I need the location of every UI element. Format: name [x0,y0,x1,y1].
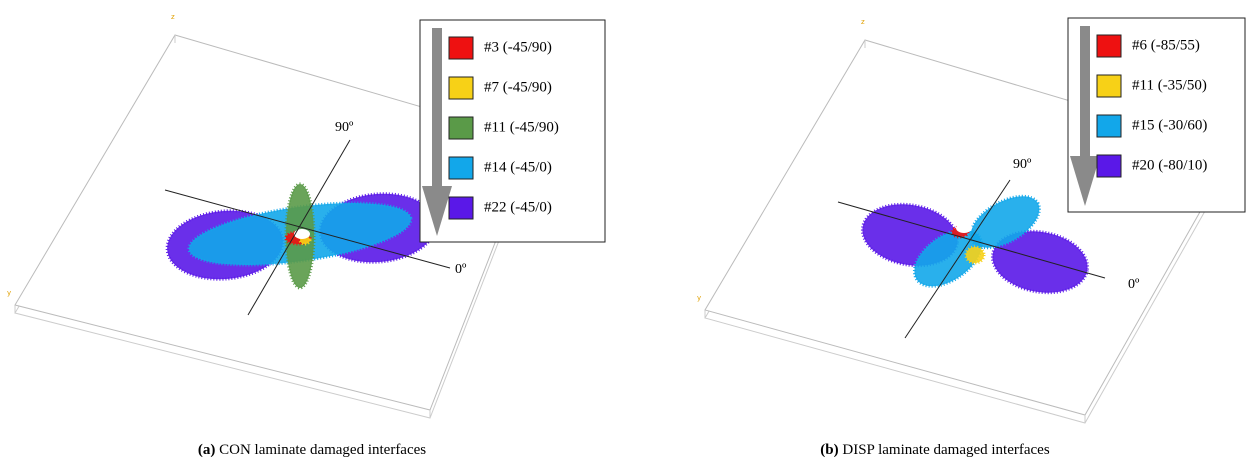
legend-label: #22 (-45/0) [484,199,552,215]
legend-swatch [449,197,473,219]
legend-label: #11 (-45/90) [484,119,559,135]
axis-y-label: y [7,289,11,297]
caption-label: (b) [820,442,838,458]
hole [294,229,310,239]
axis-0-label: 0º [1128,277,1140,292]
legend-label: #15 (-30/60) [1132,117,1207,133]
axis-z-label: z [861,18,865,26]
caption-label: (a) [198,442,216,458]
caption: (b) DISP laminate damaged interfaces [820,442,1050,458]
legend-swatch [1097,115,1121,137]
legend-swatch [449,37,473,59]
panel: z y 90º 0º #6 (-85/55) #11 (-35/50) #15 (-30/6… [697,18,1245,458]
legend-label: #3 (-45/90) [484,39,552,55]
hole [956,223,972,233]
legend-swatch [449,77,473,99]
caption: (a) CON laminate damaged interfaces [198,442,426,458]
damage-area [966,247,984,263]
legend-label: #7 (-45/90) [484,79,552,95]
axis-y-label: y [697,294,701,302]
axis-z-label: z [171,13,175,21]
axis-0-label: 0º [455,262,467,277]
figure: z y 90º 0º #3 (-45/90) #7 (-45/90) #11 (-45/90… [0,0,1248,467]
axis-90-label: 90º [1013,157,1032,172]
legend-label: #11 (-35/50) [1132,77,1207,93]
panel: z y 90º 0º #3 (-45/90) #7 (-45/90) #11 (-45/90… [7,13,605,458]
legend-swatch [1097,35,1121,57]
legend-swatch [1097,155,1121,177]
legend-swatch [1097,75,1121,97]
legend-swatch [449,157,473,179]
axis-90-label: 90º [335,120,354,135]
legend-label: #20 (-80/10) [1132,157,1207,173]
legend-swatch [449,117,473,139]
legend-label: #6 (-85/55) [1132,37,1200,53]
legend-label: #14 (-45/0) [484,159,552,175]
caption-text: CON laminate damaged interfaces [219,442,426,458]
caption-text: DISP laminate damaged interfaces [842,442,1049,458]
